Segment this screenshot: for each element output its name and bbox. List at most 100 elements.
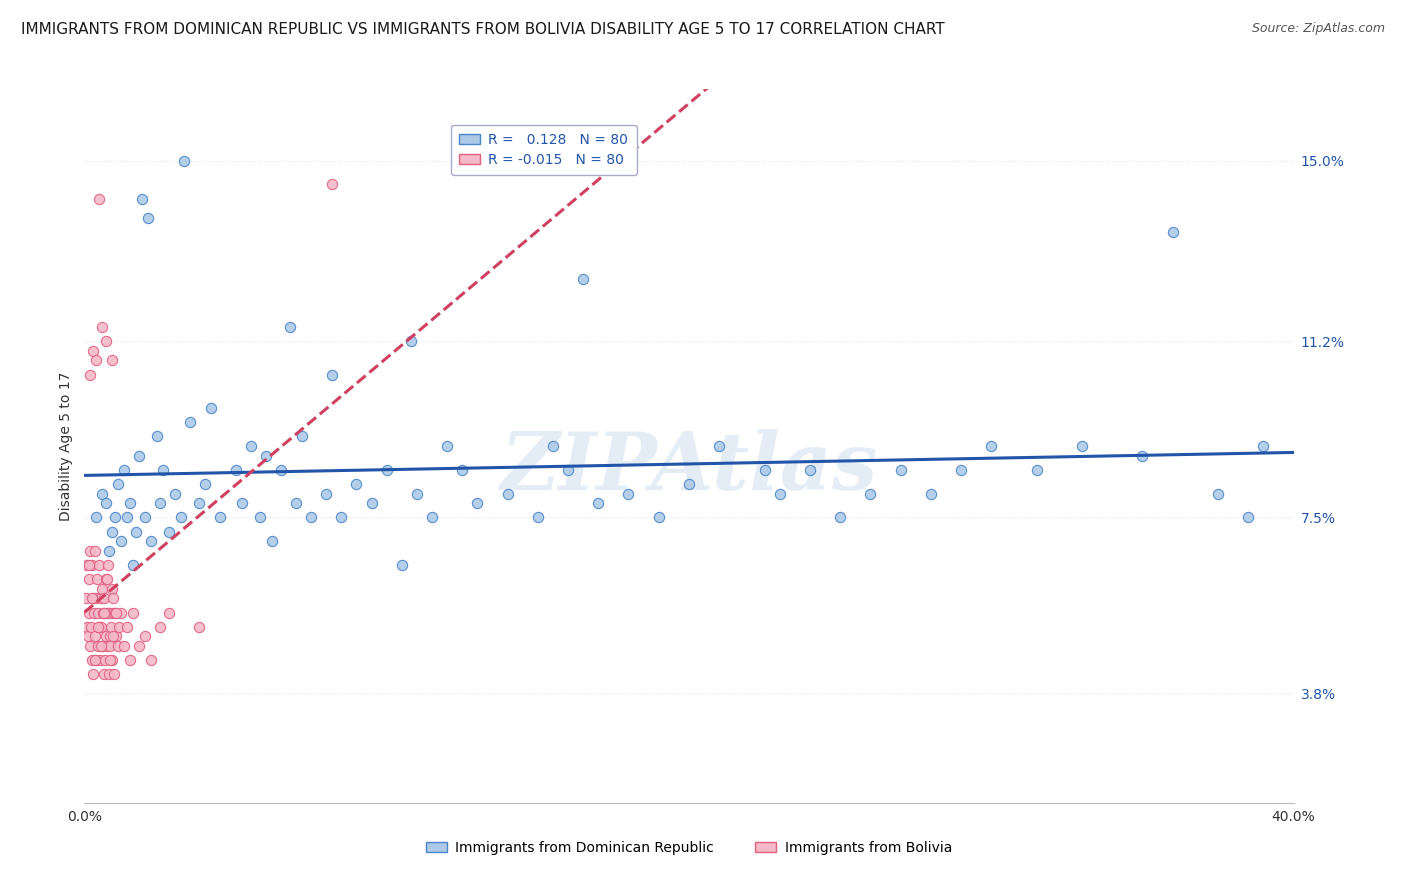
Point [91,320,114,334]
Point [149,496,172,510]
Point [830,510,852,524]
Point [136,211,159,225]
Point [980,439,1002,453]
Point [84,629,107,643]
Point [146,429,169,443]
Point [98,653,121,667]
Point [152,463,174,477]
Point [254,449,277,463]
Point [82,558,104,572]
Point [84,591,107,606]
Point [80,620,103,634]
Point [101,606,124,620]
Point [115,510,138,524]
Point [101,653,124,667]
Point [128,639,150,653]
Point [270,463,292,477]
Point [399,334,422,349]
Point [94,572,117,586]
Point [173,153,195,168]
Point [79,368,101,382]
Point [188,620,211,634]
Point [118,496,141,510]
Point [82,343,104,358]
Point [260,534,283,549]
Point [100,582,122,596]
Legend: Immigrants from Dominican Republic, Immigrants from Bolivia: Immigrants from Dominican Republic, Immi… [420,835,957,860]
Point [112,463,135,477]
Point [77,572,100,586]
Point [77,558,100,572]
Point [315,486,337,500]
Point [104,606,127,620]
Point [87,620,110,634]
Point [678,477,700,491]
Point [299,510,322,524]
Point [291,429,314,443]
Point [97,667,120,681]
Point [84,653,107,667]
Point [139,534,162,549]
Point [90,639,112,653]
Point [93,591,115,606]
Point [360,496,382,510]
Point [100,620,122,634]
Point [588,496,610,510]
Point [86,606,108,620]
Point [406,486,429,500]
Point [98,606,121,620]
Point [121,606,143,620]
Point [1237,510,1260,524]
Point [1206,486,1229,500]
Point [321,368,343,382]
Point [557,463,579,477]
Point [97,558,120,572]
Point [90,639,112,653]
Point [170,510,193,524]
Point [391,558,413,572]
Point [769,486,792,500]
Text: ZIPAtlas: ZIPAtlas [501,429,877,506]
Point [97,543,120,558]
Point [278,320,301,334]
Point [346,477,368,491]
Point [1130,449,1153,463]
Point [105,629,128,643]
Point [94,653,117,667]
Point [94,629,117,643]
Point [89,558,111,572]
Point [91,486,114,500]
Point [496,486,519,500]
Point [859,486,882,500]
Point [89,653,111,667]
Point [467,496,489,510]
Point [375,463,398,477]
Point [86,653,108,667]
Point [83,543,105,558]
Point [330,510,353,524]
Point [200,401,222,415]
Point [131,192,153,206]
Point [94,334,117,349]
Point [239,439,262,453]
Point [647,510,671,524]
Point [188,496,211,510]
Point [80,591,103,606]
Point [76,558,98,572]
Point [107,639,129,653]
Point [128,449,150,463]
Point [225,463,247,477]
Point [231,496,253,510]
Text: IMMIGRANTS FROM DOMINICAN REPUBLIC VS IMMIGRANTS FROM BOLIVIA DISABILITY AGE 5 T: IMMIGRANTS FROM DOMINICAN REPUBLIC VS IM… [21,22,945,37]
Point [617,486,640,500]
Point [209,510,232,524]
Point [139,653,162,667]
Y-axis label: Disability Age 5 to 17: Disability Age 5 to 17 [59,371,73,521]
Point [79,543,101,558]
Point [1161,225,1184,239]
Point [103,667,125,681]
Point [110,606,132,620]
Point [96,606,118,620]
Point [107,477,129,491]
Point [86,353,108,368]
